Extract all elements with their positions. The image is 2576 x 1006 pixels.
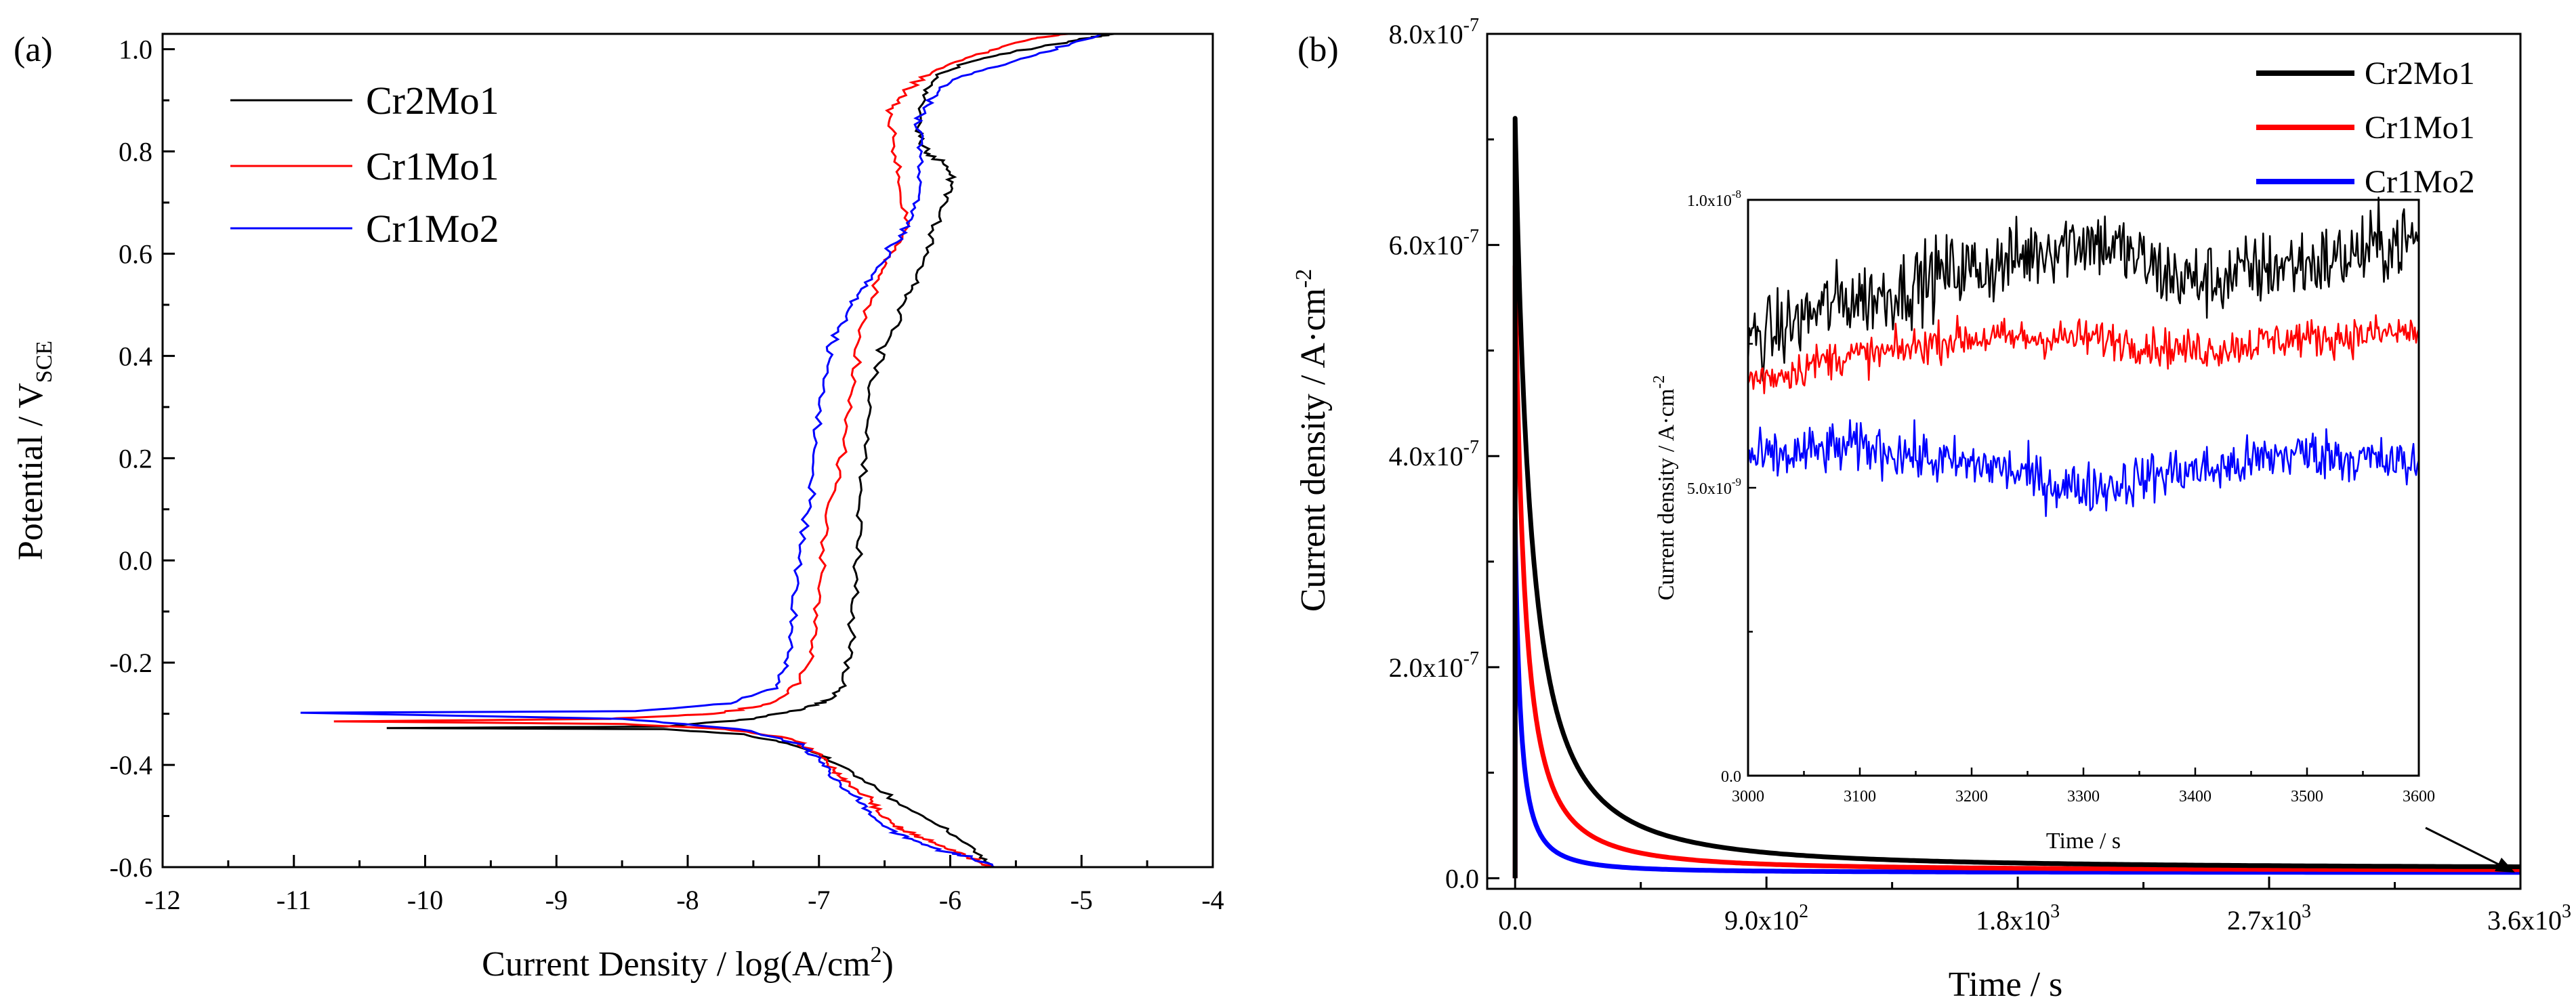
panel-a-legend: Cr2Mo1 Cr1Mo1 Cr1Mo2	[230, 79, 499, 251]
inset-y-axis-title: Current density / A·cm-2	[1650, 375, 1679, 601]
panel-a-x-tick-label: -5	[1071, 885, 1093, 915]
panel-a-x-tick-label: -4	[1201, 885, 1224, 915]
legend-b-label-cr2mo1: Cr2Mo1	[2365, 56, 2475, 91]
series-line-cr1mo2	[300, 33, 1102, 868]
legend-a-label-cr1mo2: Cr1Mo2	[366, 207, 499, 251]
series-line-cr1mo1	[1512, 264, 2520, 879]
panel-a-y-tick-label: 0.4	[119, 341, 152, 371]
panel-a-plot-frame	[161, 33, 1214, 868]
inset-x-tick-label: 3600	[2403, 788, 2435, 805]
panel-a-y-ticks: -0.6 -0.4 -0.2 0.0 0.2 0.4 0.6 0.8 1.0	[110, 35, 175, 883]
inset-series-line-cr2mo1	[1747, 196, 2420, 382]
panel-b-legend: Cr2Mo1 Cr1Mo1 Cr1Mo2	[2256, 56, 2475, 200]
panel-a-x-tick-label: -6	[939, 885, 961, 915]
panel-b-x-axis-title: Time / s	[1949, 965, 2063, 1004]
panel-b-x-ticks: 0.0 9.0x102 1.8x103 2.7x103 3.6x103	[1498, 877, 2571, 936]
panel-b-inset: 3000 3100 3200 3300 3400 3500 3600 0.0 5.0x10-9…	[1650, 188, 2435, 854]
panel-a-y-tick-label: 0.6	[119, 238, 152, 269]
inset-pointer-arrowhead	[2495, 858, 2515, 873]
panel-a: (a) -12 -11 -10 -9 -8 -7 -6 -5 -4 -0.6 -0.4 -0.2 0.…	[12, 30, 1224, 984]
panel-b-y-ticks: 0.0 2.0x10-7 4.0x10-7 6.0x10-7 8.0x10-7	[1389, 15, 1499, 894]
inset-y-tick-label: 0.0	[1721, 768, 1741, 786]
inset-pointer-arrow	[2425, 826, 2508, 870]
panel-a-y-tick-label: 0.2	[119, 443, 152, 474]
inset-x-tick-label: 3500	[2291, 788, 2323, 805]
inset-x-axis-title: Time / s	[2046, 829, 2121, 854]
panel-a-x-tick-label: -11	[276, 885, 312, 915]
panel-b-x-tick-label: 3.6x103	[2487, 901, 2571, 936]
panel-a-series	[300, 33, 1115, 868]
panel-b-series	[1512, 116, 2520, 879]
panel-a-y-tick-label: -0.4	[110, 750, 152, 780]
inset-series-line-cr1mo1	[1747, 314, 2420, 394]
panel-a-y-tick-label: 1.0	[119, 35, 152, 65]
panel-a-y-tick-label: 0.8	[119, 137, 152, 167]
series-line-cr1mo1	[333, 33, 1069, 868]
inset-series	[1747, 196, 2420, 518]
panel-a-y-tick-label: -0.2	[110, 648, 152, 678]
panel-b: (b) 0.0 9.0x102 1.8x103 2.7x103 3.6x103 0.0 2…	[1291, 15, 2571, 1004]
panel-a-x-tick-label: -8	[676, 885, 699, 915]
legend-a-label-cr2mo1: Cr2Mo1	[366, 79, 499, 123]
panel-a-x-tick-label: -10	[407, 885, 443, 915]
panel-b-y-tick-label: 6.0x10-7	[1389, 226, 1479, 261]
inset-x-ticks: 3000 3100 3200 3300 3400 3500 3600	[1732, 768, 2435, 805]
panel-b-x-tick-label: 9.0x102	[1724, 901, 1808, 936]
inset-x-tick-label: 3300	[2067, 788, 2100, 805]
inset-y-tick-label: 1.0x10-8	[1687, 188, 1741, 210]
panel-b-x-tick-label: 0.0	[1498, 905, 1532, 936]
inset-x-tick-label: 3400	[2179, 788, 2211, 805]
inset-y-ticks: 0.0 5.0x10-9 1.0x10-8	[1687, 188, 1756, 786]
panel-a-y-tick-label: 0.0	[119, 545, 152, 576]
inset-x-tick-label: 3200	[1955, 788, 1988, 805]
panel-b-y-tick-label: 4.0x10-7	[1389, 437, 1479, 471]
inset-series-line-cr1mo2	[1747, 419, 2420, 518]
panel-a-x-tick-label: -12	[144, 885, 180, 915]
panel-b-x-tick-label: 1.8x103	[1976, 901, 2060, 936]
panel-a-x-axis-title: Current Density / log(A/cm2)	[482, 942, 894, 984]
panel-a-label: (a)	[14, 30, 53, 69]
panel-a-y-axis-title: Potential / VSCE	[12, 341, 57, 560]
panel-b-x-tick-label: 2.7x103	[2227, 901, 2311, 936]
panel-a-y-tick-label: -0.6	[110, 852, 152, 883]
legend-b-label-cr1mo1: Cr1Mo1	[2365, 110, 2475, 146]
panel-b-y-tick-label: 8.0x10-7	[1389, 15, 1479, 49]
inset-x-tick-label: 3000	[1732, 788, 1764, 805]
panel-b-y-tick-label: 2.0x10-7	[1389, 648, 1479, 683]
inset-y-tick-label: 5.0x10-9	[1687, 476, 1741, 498]
panel-b-y-axis-title: Current density / A·cm-2	[1291, 269, 1333, 612]
panel-a-x-ticks: -12 -11 -10 -9 -8 -7 -6 -5 -4	[144, 855, 1224, 915]
legend-a-label-cr1mo1: Cr1Mo1	[366, 144, 499, 188]
panel-b-label: (b)	[1297, 30, 1339, 69]
panel-a-x-tick-label: -7	[808, 885, 830, 915]
inset-x-tick-label: 3100	[1844, 788, 1876, 805]
panel-a-x-tick-label: -9	[545, 885, 568, 915]
panel-b-y-tick-label: 0.0	[1445, 863, 1479, 894]
legend-b-label-cr1mo2: Cr1Mo2	[2365, 164, 2475, 200]
panel-b-plot-frame	[1486, 33, 2522, 890]
series-line-cr1mo2	[1512, 517, 2520, 879]
series-line-cr2mo1	[1512, 116, 2520, 879]
series-line-cr2mo1	[386, 33, 1115, 868]
